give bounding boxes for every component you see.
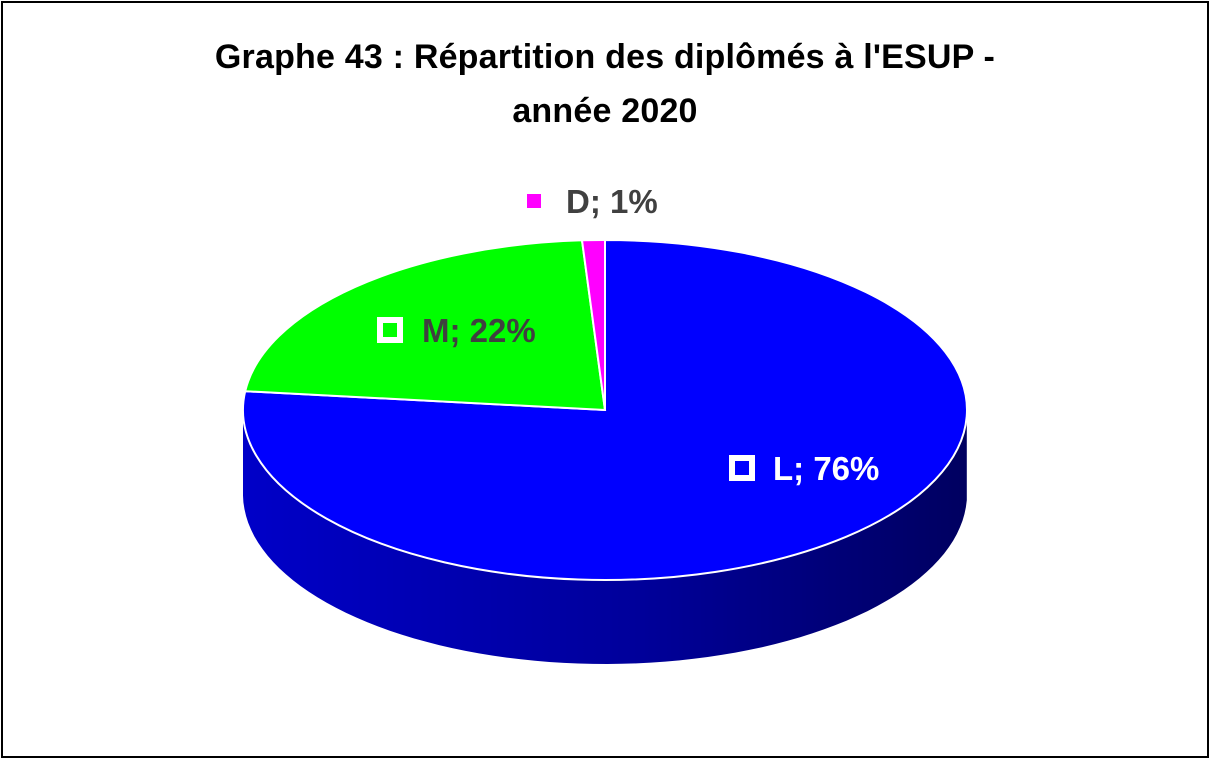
legend-key-l bbox=[729, 455, 755, 481]
data-label-text-l: L; 76% bbox=[773, 450, 879, 487]
data-label-text-m: M; 22% bbox=[422, 312, 536, 349]
pie-side-l bbox=[243, 411, 967, 664]
chart-title-line2: année 2020 bbox=[512, 92, 698, 130]
data-label-text-d: D; 1% bbox=[566, 183, 658, 220]
legend-key-m bbox=[377, 317, 403, 343]
legend-key-d bbox=[527, 194, 541, 208]
chart-title: Graphe 43 : Répartition des diplômés à l… bbox=[0, 30, 1210, 138]
data-label-l: L; 76% bbox=[729, 450, 879, 487]
data-label-d: D; 1% bbox=[527, 183, 658, 220]
pie-slice-d bbox=[580, 238, 606, 411]
pie-slice-m bbox=[243, 239, 607, 412]
chart-title-line1: Graphe 43 : Répartition des diplômés à l… bbox=[214, 38, 996, 76]
data-label-m: M; 22% bbox=[377, 312, 536, 349]
